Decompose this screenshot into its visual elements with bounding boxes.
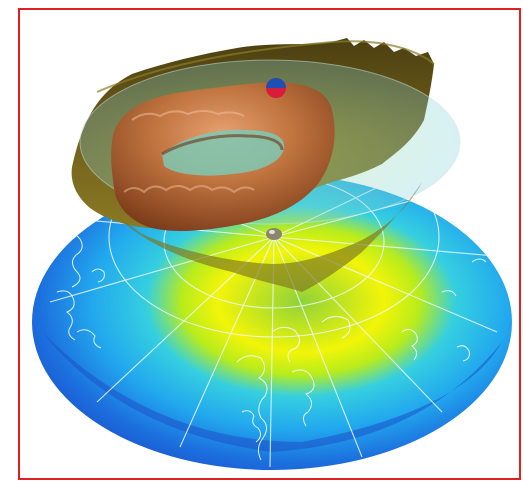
geomagnetic-pole-marker	[266, 78, 286, 98]
auroral-oval-visualization	[32, 38, 512, 470]
coastline-outlines	[56, 233, 487, 461]
inner-auroral-torus	[111, 82, 335, 231]
satellite-marker	[266, 228, 282, 240]
image-frame	[18, 8, 521, 480]
